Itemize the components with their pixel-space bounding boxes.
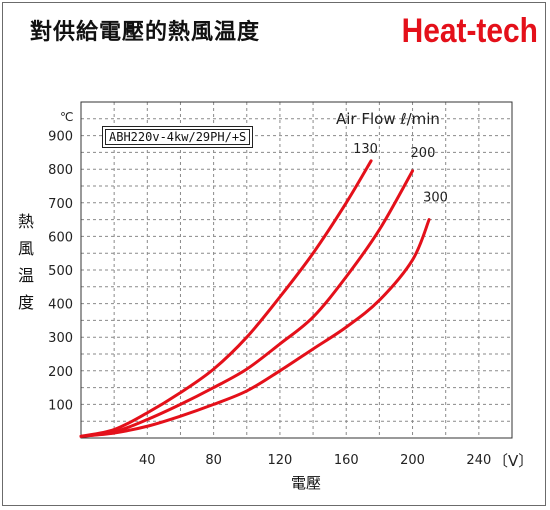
- y-axis-label-char: 風: [17, 239, 34, 258]
- y-tick-label: 400: [48, 298, 73, 313]
- y-axis-label-char: 度: [17, 293, 34, 312]
- y-axis-label-char: 温: [17, 266, 34, 285]
- y-tick-label: 700: [48, 197, 73, 212]
- y-tick-label: 900: [48, 130, 73, 145]
- series-label-200: 200: [411, 146, 436, 161]
- series-label-130: 130: [353, 142, 378, 157]
- plot-border: [80, 101, 513, 439]
- x-tick-label: 240: [466, 453, 491, 468]
- x-tick-label: 40: [139, 453, 156, 468]
- legend-title: Air Flow ℓ/min: [336, 110, 440, 128]
- series-line-300: [79, 218, 431, 438]
- y-unit-label: ℃: [60, 110, 73, 124]
- y-tick-label: 200: [48, 365, 73, 380]
- y-axis-label-char: 熱: [17, 212, 34, 231]
- series-line-130: [79, 159, 373, 438]
- x-tick-label: 80: [205, 453, 222, 468]
- series-layer: [79, 159, 431, 438]
- chart-frame: [2, 2, 546, 506]
- grid-layer: [81, 102, 512, 438]
- tick-labels: 40 80 120 160 200 240 100 200 300 400 500 600 700 800…: [48, 130, 491, 468]
- x-unit-label: 〔V〕: [493, 452, 533, 470]
- x-tick-label: 200: [400, 453, 425, 468]
- y-axis-label: 熱風温度: [14, 208, 38, 316]
- series-line-200: [79, 169, 415, 438]
- x-tick-label: 160: [334, 453, 359, 468]
- x-tick-label: 120: [268, 453, 293, 468]
- y-tick-label: 600: [48, 230, 73, 245]
- y-tick-label: 800: [48, 163, 73, 178]
- model-label: ABH220v-4kw/29PH/+S: [102, 126, 254, 148]
- page-title: 對供給電壓的熱風温度: [30, 20, 261, 45]
- series-labels: 130 200 300: [353, 142, 448, 206]
- y-tick-label: 300: [48, 331, 73, 346]
- series-label-300: 300: [423, 191, 448, 206]
- y-tick-label: 100: [48, 398, 73, 413]
- brand-logo: Heat-tech: [401, 12, 538, 50]
- axis-layer: [80, 101, 513, 439]
- y-tick-label: 500: [48, 264, 73, 279]
- x-axis-label: 電壓: [291, 474, 322, 492]
